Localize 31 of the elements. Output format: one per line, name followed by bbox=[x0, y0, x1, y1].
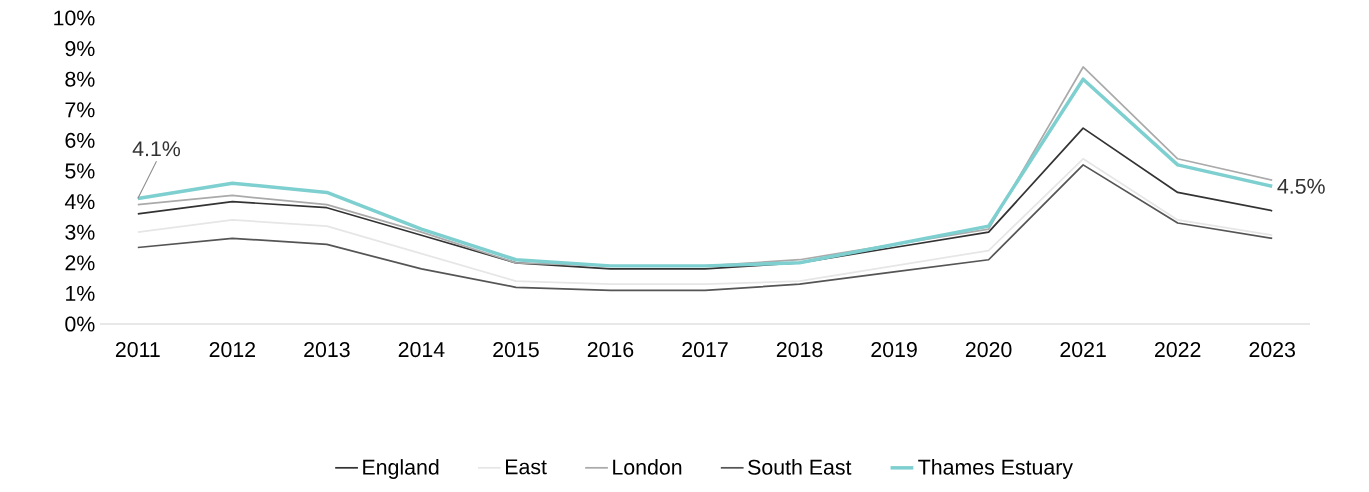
y-tick-label: 2% bbox=[65, 255, 95, 271]
y-tick-label: 10% bbox=[54, 10, 95, 26]
legend-label: South East bbox=[748, 459, 852, 475]
y-tick-label: 8% bbox=[65, 71, 95, 87]
annotation: 4.5% bbox=[1277, 178, 1325, 194]
x-tick-label: 2022 bbox=[1155, 342, 1201, 358]
x-tick-label: 2016 bbox=[587, 342, 634, 358]
x-tick-label: 2013 bbox=[304, 342, 350, 358]
x-tick-label: 2019 bbox=[871, 342, 917, 358]
x-tick-label: 2014 bbox=[398, 342, 445, 358]
y-tick-label: 3% bbox=[65, 224, 95, 240]
y-tick-label: 7% bbox=[65, 102, 95, 118]
annotation: 4.1% bbox=[132, 141, 181, 157]
x-tick-label: 2021 bbox=[1060, 342, 1106, 358]
legend-label: Thames Estuary bbox=[918, 459, 1073, 479]
y-tick-label: 9% bbox=[65, 41, 95, 57]
y-tick-label: 6% bbox=[65, 132, 95, 148]
legend-label: England bbox=[363, 459, 439, 479]
y-tick-label: 0% bbox=[65, 316, 95, 332]
y-tick-label: 1% bbox=[66, 285, 95, 301]
legend-label: London bbox=[613, 459, 682, 475]
x-tick-label: 2015 bbox=[493, 342, 539, 358]
x-tick-label: 2018 bbox=[776, 342, 823, 358]
y-tick-label: 4% bbox=[64, 194, 95, 210]
x-tick-label: 2012 bbox=[209, 342, 255, 358]
x-tick-label: 2017 bbox=[682, 342, 728, 358]
x-tick-label: 2023 bbox=[1249, 342, 1295, 358]
y-tick-label: 5% bbox=[65, 163, 95, 179]
legend-label: East bbox=[506, 459, 547, 475]
x-tick-label: 2020 bbox=[965, 342, 1012, 358]
x-tick-label: 2011 bbox=[115, 342, 160, 358]
